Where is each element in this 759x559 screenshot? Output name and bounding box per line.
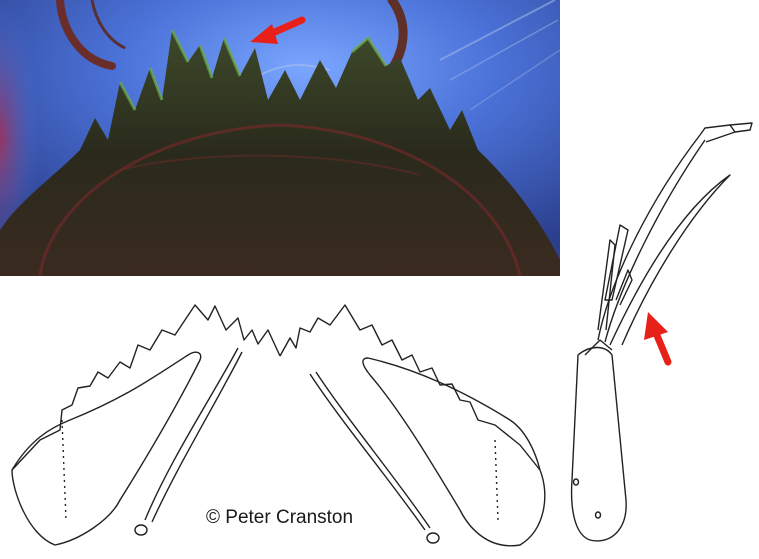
copyright-notice: © Peter Cranston bbox=[206, 507, 354, 528]
antenna-drawing bbox=[570, 122, 753, 542]
micrograph-photo bbox=[0, 0, 560, 276]
arrow-right bbox=[644, 312, 672, 366]
